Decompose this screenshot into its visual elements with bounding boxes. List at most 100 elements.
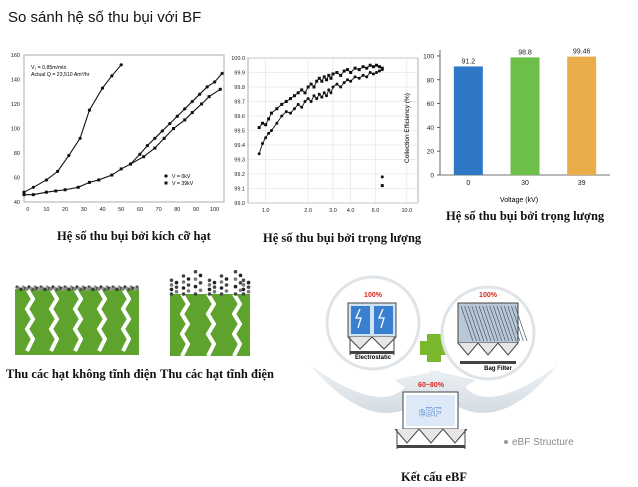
data-point [289,97,292,101]
data-point [289,111,292,115]
dust-particle [109,287,113,291]
dust-particle [127,287,131,291]
dust-particle [186,283,191,287]
dust-particle [219,274,224,278]
electrostatic-unit: 100% Electrostatic [325,275,421,371]
caption-noncharged: Thu các hạt không tĩnh điện [6,367,157,381]
data-point [331,85,335,89]
dendrite-dust [169,270,251,296]
y-tick-label: 99.9 [234,71,245,77]
electrostatic-label: Electrostatic [355,355,392,361]
x-tick-label: 60 [137,207,143,213]
data-point [269,129,273,132]
bullet-icon [504,440,508,444]
legend-series-1: V = 39kV [172,181,194,187]
data-point [331,72,335,76]
dust-particle [55,287,59,291]
data-point [213,80,217,84]
x-tick-label: 20 [62,207,68,213]
data-point [87,180,91,184]
dust-particle [181,292,186,296]
y-tick-label: 80 [14,151,20,157]
dust-particle [233,270,238,274]
data-point [183,107,187,111]
data-point [44,190,48,194]
bagfilter-unit: 100% Bag Filter [440,285,536,381]
data-point [345,78,349,82]
data-point [119,63,123,67]
data-point [329,91,333,95]
y-tick-label: 20 [427,149,435,156]
dust-particle [97,287,101,291]
y-tick-label: 80 [427,77,435,84]
dust-particle [233,284,238,289]
y-tick-label: 99.7 [234,100,245,106]
x-tick-label: 1.0 [262,208,270,214]
data-point [153,146,157,150]
filter-bag [503,305,517,342]
caption-chart3: Hệ số thu bụi bởi trọng lượng [446,209,605,223]
data-point [200,102,204,106]
data-point [264,136,268,140]
data-point [317,76,321,80]
data-point [371,72,375,76]
bar [510,57,540,175]
data-point [175,114,179,118]
data-point [260,142,264,146]
dust-particle [212,289,217,294]
dust-particle [207,292,212,296]
x-tick-label: 40 [99,207,105,213]
dust-particle [219,280,224,284]
dust-particle [241,287,246,292]
dust-particle [61,287,65,291]
ebf-unit: 60~80% eBF [394,382,468,449]
dust-particle [43,287,47,291]
data-point [320,95,324,99]
data-point [303,91,307,95]
data-point [300,88,304,92]
data-point [375,71,379,74]
dust-particle [133,287,137,291]
data-point [380,175,384,179]
data-point [335,82,339,86]
data-point [162,136,166,140]
data-point [309,82,313,86]
x-tick-label: 100 [210,207,219,213]
data-point [377,69,381,73]
filter-channels [24,287,132,352]
bar-value-label: 98.8 [518,49,532,56]
data-point [380,68,384,72]
dust-particle [198,288,203,293]
dust-particle [238,273,243,278]
dust-particle [241,292,246,296]
data-point [76,185,80,189]
chart-voltage-bar: 0 20 40 60 80 100 91.2 0 98.8 30 99.46 39 Collecti… [404,49,610,204]
dust-particle [37,287,41,291]
data-point [296,91,300,95]
chart-particle-size: 0 10 20 30 40 50 60 70 80 90 100 40 60 80 100 120 140 160… [11,53,225,213]
data-point [267,131,271,135]
data-point [327,88,331,92]
data-point [78,136,82,140]
data-point [312,94,316,98]
data-point [377,65,381,69]
ebf-label: eBF [419,405,442,419]
data-point [325,94,329,98]
data-point [335,71,339,74]
dust-particle [193,284,198,289]
filter-bag [507,305,521,342]
y-tick-label: 99.5 [234,129,245,135]
dust-particle [241,283,246,287]
filter-bag [514,305,528,342]
dust-particle [174,285,179,289]
dust-particle [233,292,238,296]
data-point [142,155,146,159]
dust-particle [193,292,198,296]
data-point [100,86,105,90]
bolt-icon [377,308,385,329]
ebf-structure-label: eBF Structure [512,437,574,448]
data-point [349,79,353,83]
annotation-velocity: V₁ = 0.85m/min [31,65,66,71]
data-point [269,111,273,115]
data-point [339,85,343,89]
